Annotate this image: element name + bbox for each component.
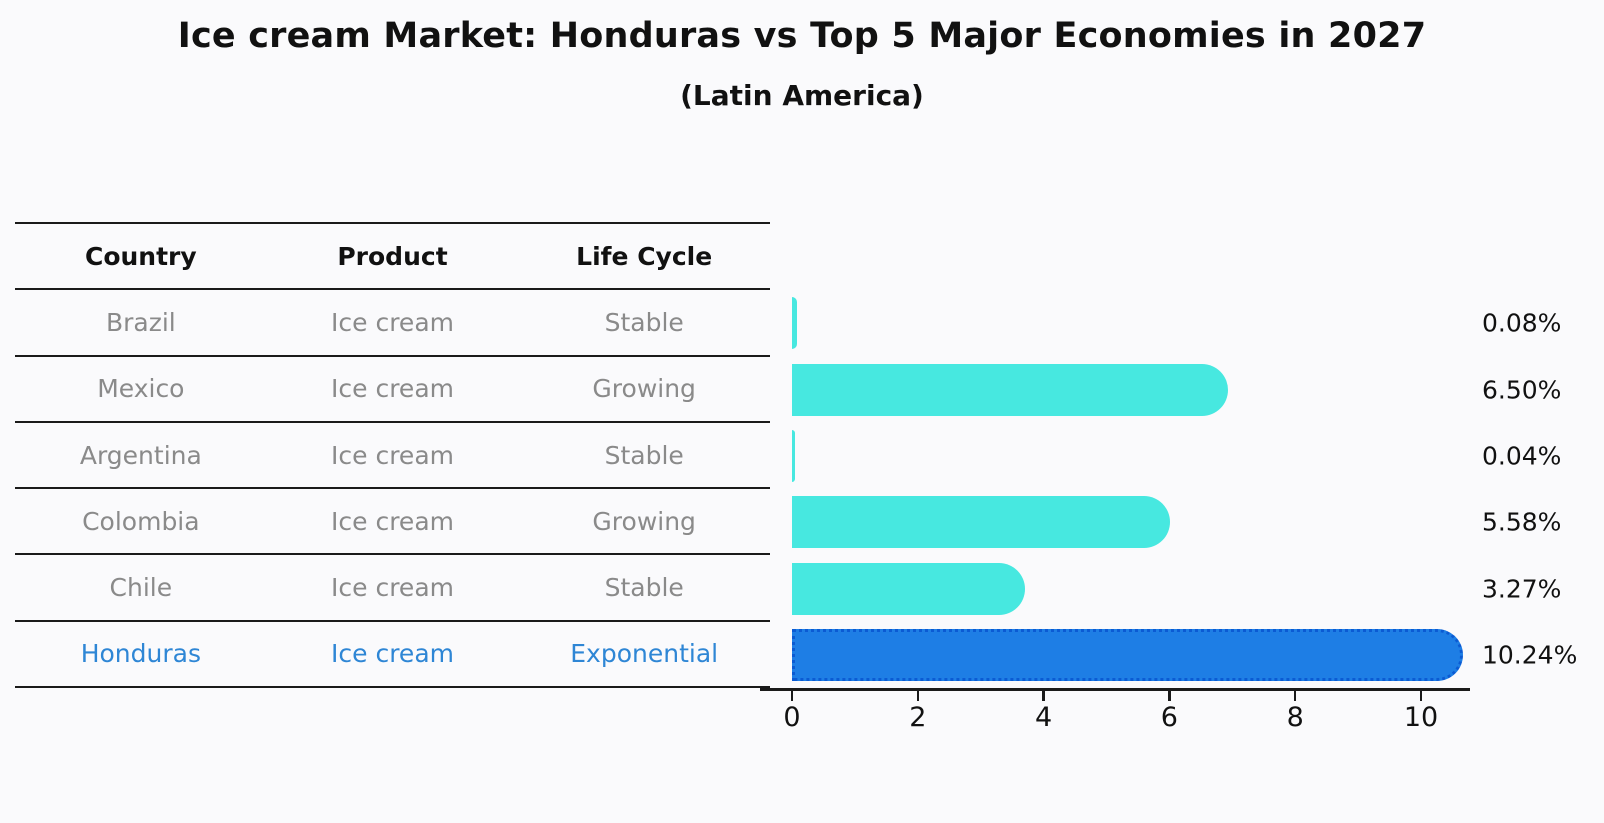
life-cycle-cell: Stable: [604, 307, 684, 337]
country-cell: Argentina: [79, 440, 202, 470]
x-tick-mark: [1168, 691, 1171, 701]
value-label-brazil: 0.08%: [1482, 308, 1562, 338]
country-cell: Country: [84, 241, 197, 271]
bar-chile: [792, 562, 1025, 615]
x-axis-line: [760, 688, 1470, 691]
table-row: Mexico Ice cream Growing: [15, 357, 770, 423]
country-cell: Chile: [109, 573, 173, 603]
table-row: Honduras Ice cream Exponential: [15, 622, 770, 689]
product-cell: Ice cream: [331, 506, 454, 536]
country-cell: Brazil: [105, 307, 176, 337]
life-cycle-cell: Growing: [592, 506, 696, 536]
product-cell: Ice cream: [331, 639, 454, 669]
x-tick-mark: [916, 691, 920, 701]
bar-mexico: [792, 363, 1228, 416]
x-tick-mark: [1293, 691, 1297, 701]
table-row: Colombia Ice cream Growing: [15, 489, 770, 556]
chart-title: Ice cream Market: Honduras vs Top 5 Majo…: [177, 16, 1427, 56]
table-header-row: Country Product Life Cycle: [15, 224, 770, 291]
value-label-mexico: 6.50%: [1482, 375, 1562, 405]
bar-argentina: [792, 429, 795, 482]
product-cell: Ice cream: [331, 307, 454, 337]
x-tick-label: 0: [783, 702, 801, 733]
value-label-honduras: 10.24%: [1482, 640, 1578, 670]
x-tick-label: 10: [1403, 702, 1439, 733]
product-cell: Ice cream: [331, 573, 454, 603]
x-tick-mark: [1419, 691, 1423, 701]
life-cycle-cell: Exponential: [570, 639, 719, 669]
life-cycle-cell: Stable: [604, 573, 684, 603]
value-label-colombia: 5.58%: [1482, 507, 1562, 537]
value-label-argentina: 0.04%: [1482, 441, 1562, 471]
chart-subtitle: (Latin America): [680, 79, 924, 112]
x-tick-label: 4: [1035, 702, 1053, 733]
x-tick-mark: [790, 691, 794, 701]
country-cell: Mexico: [97, 374, 185, 404]
country-cell: Honduras: [80, 639, 201, 669]
life-cycle-cell: Life Cycle: [576, 241, 713, 271]
life-cycle-cell: Growing: [592, 374, 696, 404]
x-tick-label: 8: [1286, 702, 1304, 733]
table-row: Argentina Ice cream Stable: [15, 423, 770, 490]
value-label-chile: 3.27%: [1482, 574, 1562, 603]
product-cell: Ice cream: [331, 374, 454, 404]
country-table: Country Product Life Cycle Brazil Ice cream S…: [15, 222, 770, 689]
product-cell: Product: [337, 241, 448, 271]
table-row: Brazil Ice cream Stable: [15, 290, 770, 357]
table-row: Chile Ice cream Stable: [15, 555, 770, 622]
bar-brazil: [792, 297, 798, 350]
country-cell: Colombia: [82, 506, 200, 536]
x-tick-mark: [1042, 691, 1045, 701]
x-tick-label: 2: [909, 702, 927, 733]
x-tick-label: 6: [1160, 702, 1178, 733]
life-cycle-cell: Stable: [604, 440, 684, 470]
product-cell: Ice cream: [331, 440, 454, 470]
bar-honduras: [792, 628, 1464, 681]
bar-colombia: [792, 496, 1170, 549]
